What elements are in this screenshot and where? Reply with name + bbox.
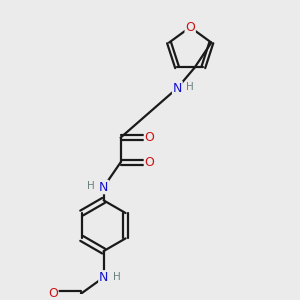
- Text: H: H: [113, 272, 121, 282]
- Text: H: H: [87, 182, 94, 191]
- Text: N: N: [173, 82, 182, 94]
- Text: H: H: [187, 82, 194, 92]
- Text: O: O: [48, 287, 58, 300]
- Text: N: N: [99, 181, 108, 194]
- Text: O: O: [185, 21, 195, 34]
- Text: N: N: [99, 271, 108, 284]
- Text: O: O: [144, 156, 154, 169]
- Text: O: O: [144, 131, 154, 144]
